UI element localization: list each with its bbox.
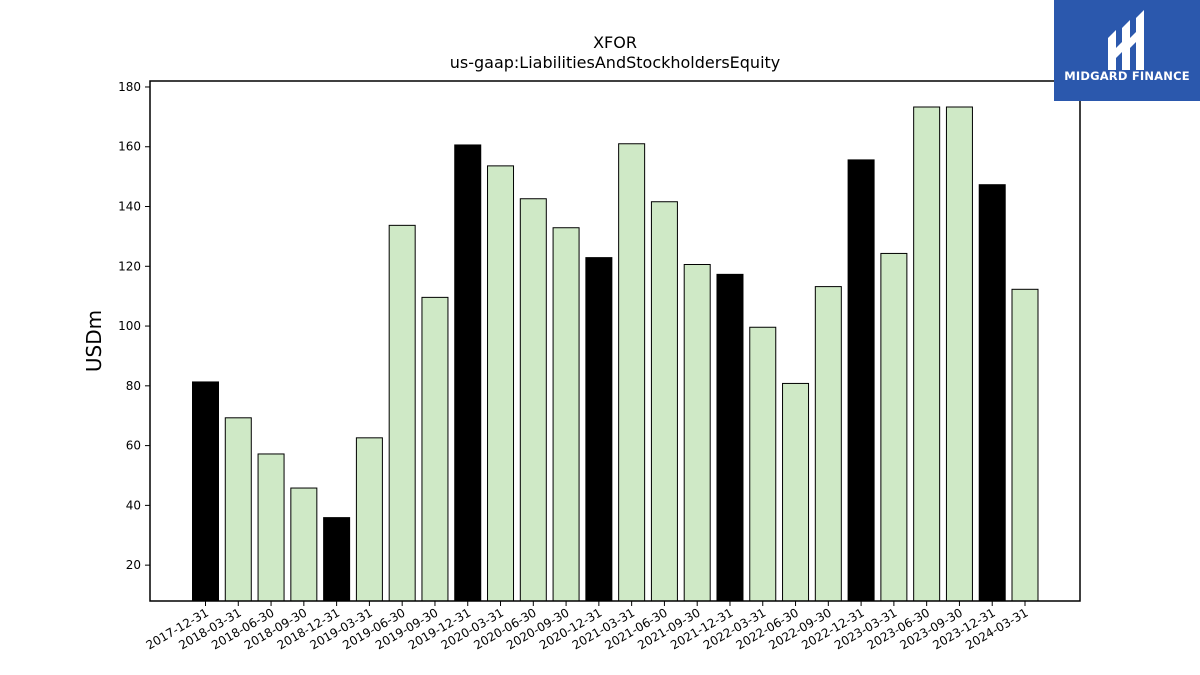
brand-logo: MIDGARD FINANCE: [1054, 0, 1200, 101]
bar-2017-12-31: [192, 381, 219, 602]
chart-title: XFOR: [593, 33, 637, 52]
y-tick-label: 160: [118, 140, 141, 154]
bar-2022-09-30: [814, 286, 842, 602]
bar-2018-12-31: [323, 517, 351, 602]
y-tick-label: 20: [126, 558, 141, 572]
bar-2023-03-31: [880, 252, 908, 602]
bar-2021-06-30: [650, 201, 678, 602]
chart-subtitle: us-gaap:LiabilitiesAndStockholdersEquity: [450, 53, 781, 72]
bar-2022-03-31: [749, 326, 777, 602]
bar-2022-12-31: [847, 159, 875, 602]
y-ticks: 20 40 60 80 100 120 140 160 180: [118, 80, 150, 572]
bar-2019-06-30: [388, 224, 416, 602]
y-tick-label: 60: [126, 439, 141, 453]
y-tick-label: 140: [118, 200, 141, 214]
y-tick-label: 40: [126, 498, 141, 512]
bar-2019-12-31: [454, 144, 482, 602]
y-tick-label: 180: [118, 80, 141, 94]
bar-2020-12-31: [585, 257, 613, 602]
bar-2018-03-31: [224, 417, 252, 602]
y-tick-label: 100: [118, 319, 141, 333]
bar-2023-09-30: [945, 106, 973, 602]
bar-2020-03-31: [487, 165, 515, 602]
bars-group: [192, 106, 1039, 602]
plot-frame: [149, 80, 1081, 602]
bar-2020-09-30: [552, 227, 580, 602]
y-tick-label: 120: [118, 259, 141, 273]
bar-2019-09-30: [421, 296, 449, 602]
logo-mark-icon: [1108, 10, 1144, 70]
bar-2021-12-31: [716, 273, 744, 602]
bar-2023-06-30: [913, 106, 941, 602]
y-axis-label: USDm: [82, 310, 106, 372]
y-tick-label: 80: [126, 379, 141, 393]
bar-2020-06-30: [519, 198, 547, 602]
bar-2018-06-30: [257, 453, 285, 602]
bar-2018-09-30: [290, 487, 318, 602]
bar-2024-03-31: [1011, 288, 1039, 602]
bar-2023-12-31: [978, 184, 1006, 602]
bar-2022-06-30: [782, 382, 810, 602]
bar-2021-03-31: [618, 143, 646, 602]
bar-2021-09-30: [683, 263, 711, 602]
x-ticks: 2017-12-312018-03-312018-06-302018-09-30…: [144, 601, 1031, 652]
bar-2019-03-31: [355, 437, 383, 602]
logo-text: MIDGARD FINANCE: [1064, 69, 1190, 83]
